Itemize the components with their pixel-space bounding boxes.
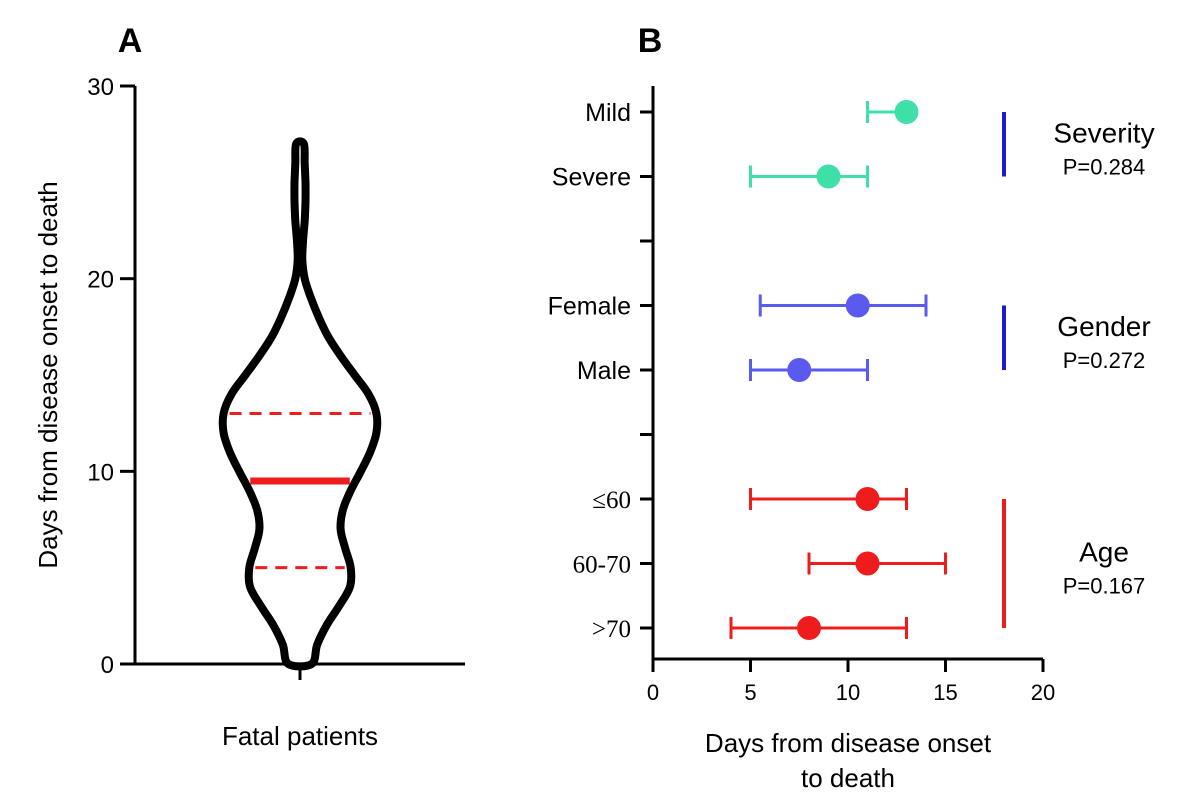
x-axis-label: Fatal patients [222,721,378,751]
forest-row-Female [758,293,928,318]
point-estimate [787,358,812,382]
point-estimate [797,616,821,640]
forest-row-≤60 [749,487,908,511]
y-tick-label: 0 [101,652,114,679]
row-label: >70 [592,616,631,643]
y-axis-label: Days from disease onset to death [33,181,63,568]
y-tick-label: 30 [87,74,114,101]
row-label: Female [548,293,631,321]
y-tick-label: 20 [87,267,114,294]
violin-chart: 0 10 20 30 Days from disease onset to death… [33,74,465,751]
forest-rows: Mild Severe Female Male ≤60 60-70 >70 [548,99,947,643]
forest-row-Severe [749,164,869,189]
x-axis-label-line2: to death [801,763,895,793]
forest-row-60-70 [807,551,947,576]
x-tick-label: 15 [933,680,957,705]
forest-plot: 0 5 10 15 20 Mild Severe Female Male ≤60 60-70 >70… [548,86,1155,793]
row-label: Mild [585,99,631,127]
forest-row->70 [729,616,908,640]
point-estimate [894,100,919,124]
age-p-value: P=0.167 [1063,574,1146,599]
severity-group-name: Severity [1053,117,1154,148]
x-tick-label: 5 [744,680,756,705]
gender-group-name: Gender [1057,311,1150,342]
severity-p-value: P=0.284 [1063,154,1146,179]
group-annotations: Severity P=0.284 Gender P=0.272 Age P=0.167 [1002,112,1155,628]
violin-shape [218,137,382,671]
panel-a-letter: A [118,22,143,60]
y-axis-ticks: 0 10 20 30 [87,74,135,679]
forest-row-Mild [866,100,919,124]
x-tick-label: 10 [836,680,860,705]
row-label: ≤60 [592,487,631,514]
y-axis-ticks [640,110,653,630]
forest-row-Male [749,358,869,382]
x-tick-label: 20 [1031,680,1055,705]
panel-b-letter: B [638,22,663,60]
x-axis-ticks: 0 5 10 15 20 [647,659,1055,705]
row-label: 60-70 [573,552,631,579]
point-estimate [845,293,870,318]
x-axis-label-line1: Days from disease onset [705,728,992,758]
point-estimate [816,164,841,189]
point-estimate [855,487,880,511]
row-label: Severe [552,164,631,192]
point-estimate [855,551,880,576]
age-group-name: Age [1079,537,1129,568]
y-tick-label: 10 [87,459,114,486]
row-label: Male [577,357,631,385]
x-tick-label: 0 [647,680,659,705]
gender-p-value: P=0.272 [1063,348,1146,373]
